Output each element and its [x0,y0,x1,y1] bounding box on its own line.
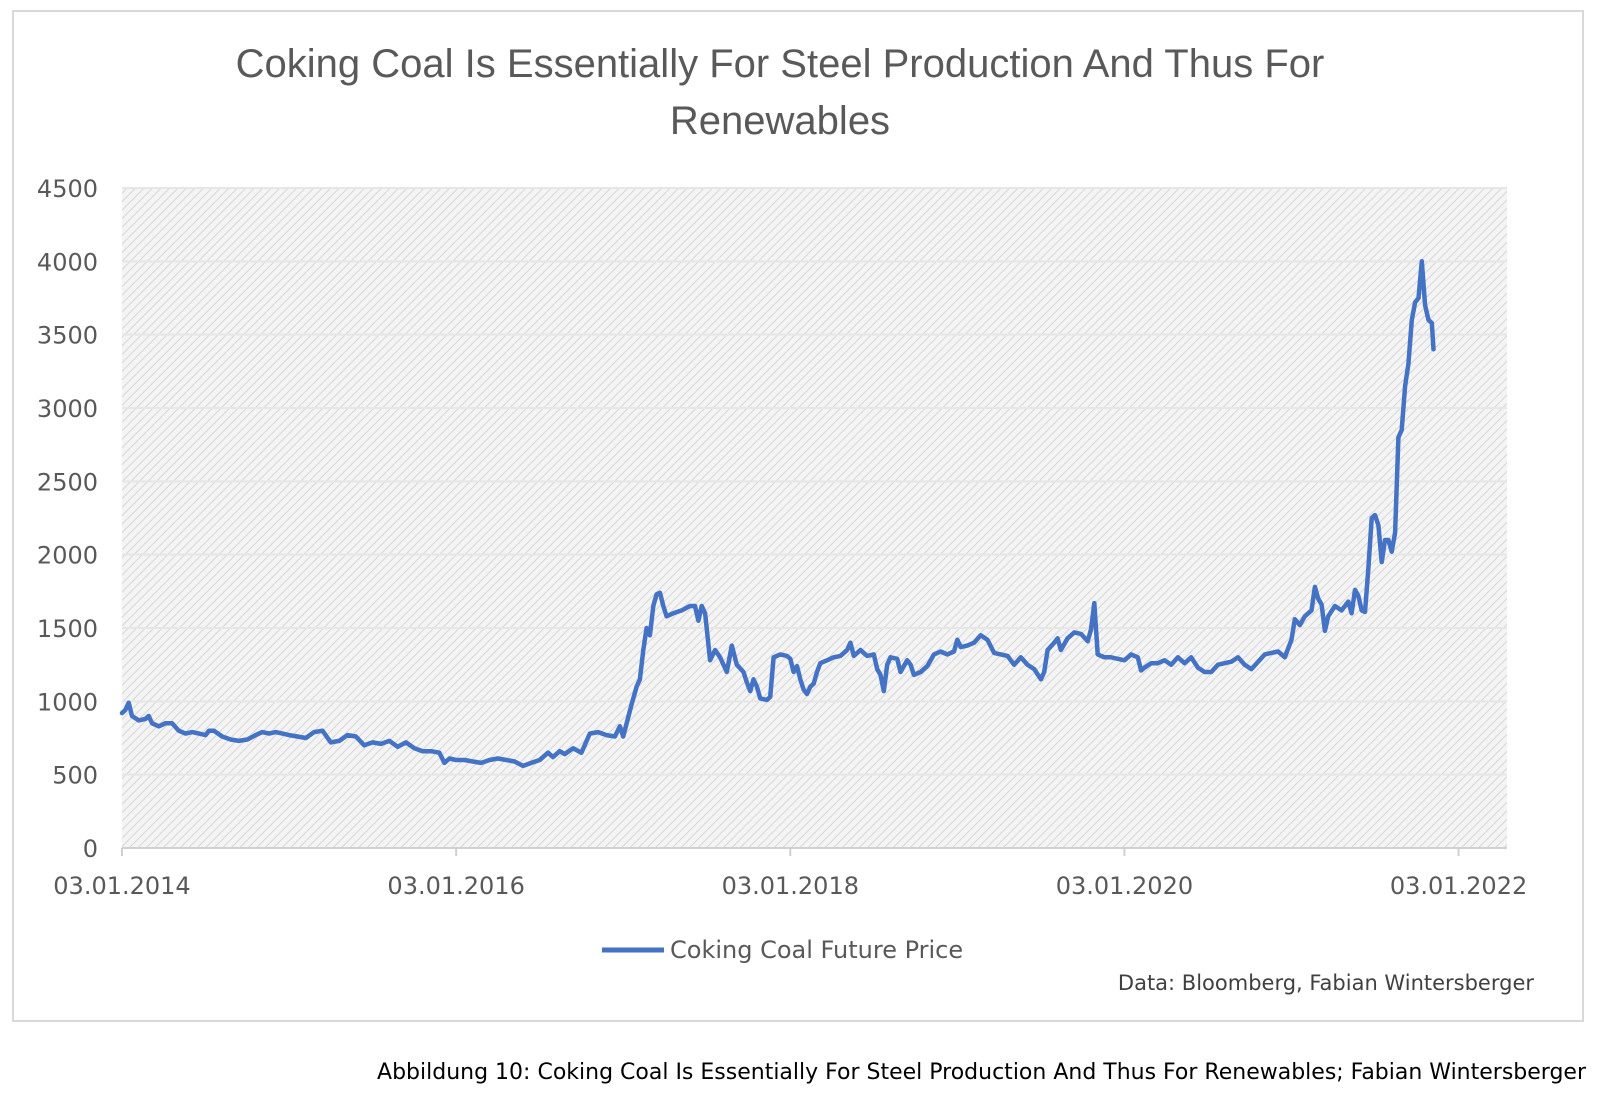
figure-caption: Abbildung 10: Coking Coal Is Essentially… [377,1060,1586,1085]
y-tick-label: 4500 [37,175,98,203]
y-tick-label: 500 [52,762,98,790]
chart-title-line-1: Coking Coal Is Essentially For Steel Pro… [236,42,1325,86]
source-note: Data: Bloomberg, Fabian Wintersberger [1118,971,1534,995]
y-tick-label: 2500 [37,468,98,496]
series-line-coking-coal-future-price [119,259,1436,769]
x-tick-label: 03.01.2014 [53,872,190,900]
chart-frame: Coking Coal Is Essentially For Steel Pro… [12,10,1584,1022]
y-tick-label: 1000 [37,688,98,716]
coking-coal-chart: Coking Coal Is Essentially For Steel Pro… [37,42,1534,995]
legend-label: Coking Coal Future Price [670,936,963,964]
y-tick-label: 4000 [37,248,98,276]
y-tick-label: 3000 [37,395,98,423]
plot-area [122,188,1507,848]
chart-title-line-2: Renewables [670,99,890,143]
x-tick-label: 03.01.2018 [722,872,859,900]
gridlines [122,187,1507,776]
y-tick-label: 0 [83,835,98,863]
y-tick-label: 1500 [37,615,98,643]
x-tick-label: 03.01.2016 [387,872,524,900]
y-axis: 0 500 1000 1500 2000 2500 3000 3500 4000 4500 [37,175,98,863]
legend: Coking Coal Future Price [602,936,963,964]
y-tick-label: 2000 [37,542,98,570]
x-tick-label: 03.01.2022 [1390,872,1527,900]
series-points [121,261,1434,767]
y-tick-label: 3500 [37,322,98,350]
x-tick-label: 03.01.2020 [1056,872,1193,900]
x-axis: 03.01.2014 03.01.2016 03.01.2018 03.01.2020… [53,848,1527,900]
